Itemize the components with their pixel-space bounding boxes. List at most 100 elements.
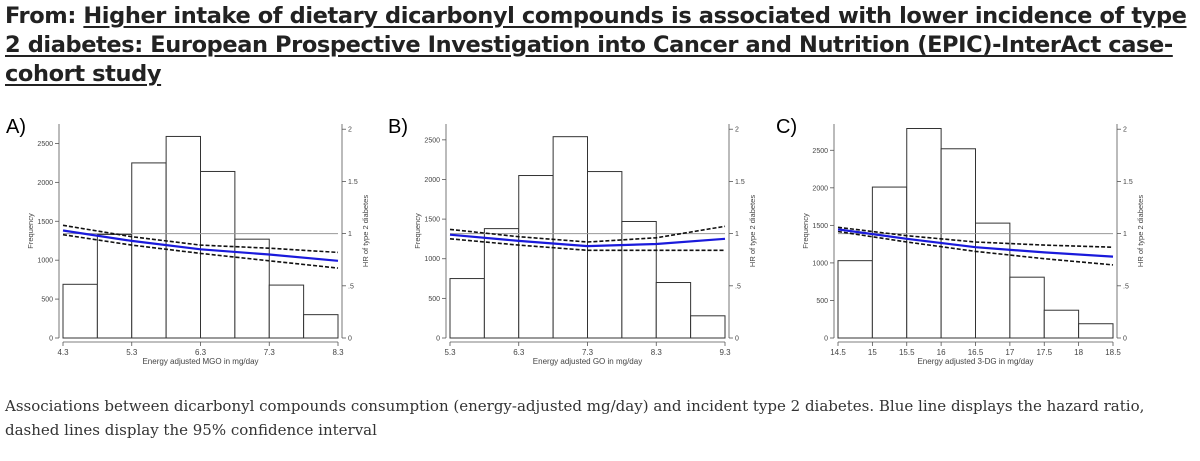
x-tick-label: 4.3 bbox=[57, 348, 69, 357]
histogram-bar bbox=[303, 314, 339, 339]
x-tick-label: 18 bbox=[1074, 348, 1083, 357]
histogram-bar bbox=[449, 278, 485, 339]
left-tick-label: 500 bbox=[41, 297, 53, 304]
histogram-bar bbox=[1009, 276, 1045, 339]
histogram-bar bbox=[62, 283, 98, 339]
left-tick-label: 0 bbox=[49, 336, 53, 343]
histogram-bar bbox=[96, 234, 133, 339]
left-tick-label: 1000 bbox=[424, 256, 440, 263]
hazard-ratio-line bbox=[449, 233, 726, 248]
histogram-bar bbox=[165, 135, 201, 339]
title-prefix: From: bbox=[5, 3, 76, 29]
panel-label-b: B) bbox=[388, 116, 408, 138]
x-tick-label: 8.3 bbox=[651, 348, 663, 357]
ylabel-hr: HR of type 2 diabetes bbox=[361, 195, 370, 267]
x-tick-label: 9.3 bbox=[719, 348, 731, 357]
right-tick-label: 1.5 bbox=[735, 179, 745, 186]
panel-label-a: A) bbox=[6, 116, 26, 138]
histogram-bar bbox=[552, 136, 588, 339]
x-tick-label: 6.3 bbox=[513, 348, 525, 357]
histogram-bar bbox=[1043, 309, 1080, 339]
x-tick-label: 17.5 bbox=[1036, 348, 1052, 357]
ylabel-frequency: Frequency bbox=[26, 213, 35, 249]
x-tick-label: 6.3 bbox=[195, 348, 207, 357]
xlabel: Energy adjusted GO in mg/day bbox=[533, 357, 642, 366]
left-tick-label: 2500 bbox=[812, 148, 828, 155]
x-tick-label: 5.3 bbox=[126, 348, 138, 357]
hazard-ratio-line bbox=[62, 229, 339, 262]
histogram-bar bbox=[131, 162, 167, 339]
ylabel-frequency: Frequency bbox=[413, 213, 422, 249]
article-link[interactable]: Higher intake of dietary dicarbonyl comp… bbox=[5, 3, 1187, 87]
ci-lower-line bbox=[449, 238, 725, 252]
right-tick-label: .5 bbox=[348, 283, 354, 290]
ci-upper-line bbox=[837, 226, 1114, 248]
ci-upper-line bbox=[62, 224, 339, 254]
left-tick-label: 2500 bbox=[424, 137, 440, 144]
x-tick-label: 7.3 bbox=[264, 348, 276, 357]
histogram-bar bbox=[234, 238, 270, 339]
article-title: From: Higher intake of dietary dicarbony… bbox=[5, 2, 1195, 89]
right-tick-label: 2 bbox=[735, 127, 739, 134]
x-tick-label: 16 bbox=[937, 348, 946, 357]
left-tick-label: 2000 bbox=[424, 177, 440, 184]
right-tick-label: 1 bbox=[735, 231, 739, 238]
left-tick-label: 2000 bbox=[812, 185, 828, 192]
right-tick-label: .5 bbox=[735, 283, 741, 290]
left-tick-label: 0 bbox=[436, 336, 440, 343]
left-tick-label: 1500 bbox=[812, 223, 828, 230]
histogram-bar bbox=[1078, 323, 1114, 339]
right-tick-label: 1.5 bbox=[348, 179, 358, 186]
right-tick-label: 1.5 bbox=[1123, 179, 1133, 186]
xlabel: Energy adjusted MGO in mg/day bbox=[142, 357, 258, 366]
right-tick-label: 0 bbox=[735, 336, 739, 343]
histogram-bar bbox=[871, 186, 908, 339]
ci-upper-line bbox=[449, 225, 726, 243]
right-tick-label: 1 bbox=[348, 231, 352, 238]
histogram-bar bbox=[690, 315, 726, 339]
x-tick-label: 8.3 bbox=[332, 348, 344, 357]
hazard-ratio-line bbox=[837, 228, 1114, 258]
left-tick-label: 500 bbox=[428, 296, 440, 303]
right-tick-label: 2 bbox=[1123, 127, 1127, 134]
ylabel-frequency: Frequency bbox=[801, 213, 810, 249]
chart-c-3dg: 0 500 1000 1500 2000 2500 Frequency 0 .5 1 1.5 2 HR … bbox=[801, 124, 1145, 366]
x-tick-label: 14.5 bbox=[830, 348, 846, 357]
right-tick-label: 0 bbox=[1123, 336, 1127, 343]
x-tick-label: 7.3 bbox=[582, 348, 594, 357]
histogram-bar bbox=[621, 220, 657, 339]
left-tick-label: 0 bbox=[824, 336, 828, 343]
histogram-bar bbox=[483, 228, 520, 339]
chart-a-mgo: 0 500 1000 1500 2000 2500 Frequency 0 .5 1 1.5 2 HR … bbox=[26, 124, 370, 366]
left-tick-label: 2500 bbox=[37, 141, 53, 148]
left-tick-label: 1000 bbox=[812, 260, 828, 267]
x-tick-label: 15.5 bbox=[899, 348, 915, 357]
ylabel-hr: HR of type 2 diabetes bbox=[1136, 195, 1145, 267]
xlabel: Energy adjusted 3-DG in mg/day bbox=[917, 357, 1033, 366]
left-tick-label: 1500 bbox=[37, 219, 53, 226]
left-tick-label: 500 bbox=[816, 298, 828, 305]
histogram-bar bbox=[655, 282, 692, 339]
panel-label-c: C) bbox=[776, 116, 798, 138]
left-tick-label: 2000 bbox=[37, 180, 53, 187]
x-tick-label: 18.5 bbox=[1105, 348, 1121, 357]
x-tick-label: 15 bbox=[868, 348, 877, 357]
chart-b-go: 0 500 1000 1500 2000 2500 Frequency 0 .5 1 1.5 2 HR … bbox=[413, 124, 757, 366]
histogram-bar bbox=[268, 284, 305, 339]
left-tick-label: 1500 bbox=[424, 217, 440, 224]
right-tick-label: .5 bbox=[1123, 283, 1129, 290]
histogram-bar bbox=[837, 260, 873, 339]
histogram-bar bbox=[518, 175, 554, 339]
figure-caption: Associations between dicarbonyl compound… bbox=[5, 397, 1145, 439]
ci-lower-line bbox=[62, 233, 339, 269]
right-tick-label: 2 bbox=[348, 127, 352, 134]
x-tick-label: 5.3 bbox=[444, 348, 456, 357]
x-tick-label: 17 bbox=[1005, 348, 1014, 357]
ylabel-hr: HR of type 2 diabetes bbox=[748, 195, 757, 267]
right-tick-label: 0 bbox=[348, 336, 352, 343]
left-tick-label: 1000 bbox=[37, 258, 53, 265]
ci-lower-line bbox=[837, 230, 1114, 266]
x-tick-label: 16.5 bbox=[968, 348, 984, 357]
histogram-bar bbox=[975, 222, 1011, 339]
right-tick-label: 1 bbox=[1123, 231, 1127, 238]
